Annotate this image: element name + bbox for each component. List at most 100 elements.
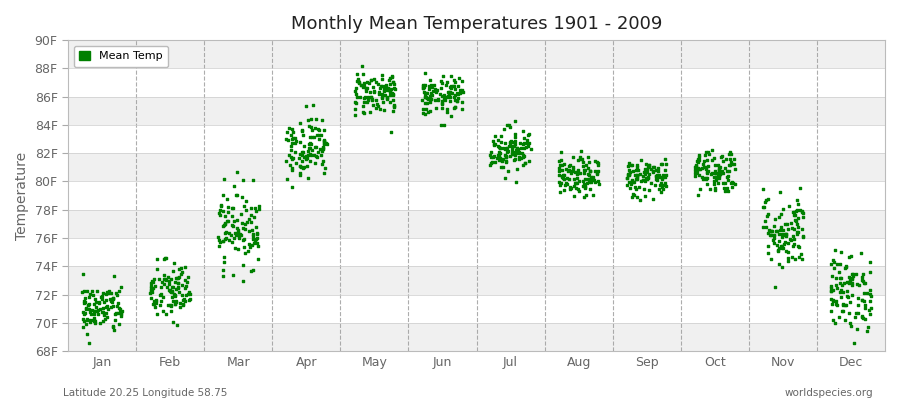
Point (707, 185, 722, 191)
Point (576, 182, 590, 189)
Point (487, 141, 501, 148)
Point (710, 162, 724, 168)
Point (78, 299, 93, 305)
Point (361, 94, 375, 100)
Point (168, 279, 183, 285)
Point (644, 166, 659, 172)
Point (507, 142, 521, 149)
Point (219, 229, 233, 235)
Point (231, 235, 246, 241)
Point (230, 226, 245, 233)
Point (248, 208, 263, 214)
Point (157, 272, 171, 278)
Point (417, 89, 431, 95)
Point (759, 197, 773, 204)
Point (375, 72, 390, 78)
Point (216, 267, 230, 274)
Point (147, 298, 161, 305)
Point (317, 137, 331, 143)
Point (708, 170, 723, 176)
Point (424, 82, 438, 88)
Point (109, 289, 123, 296)
Point (503, 139, 517, 145)
Point (435, 93, 449, 99)
Point (292, 170, 307, 176)
Point (704, 170, 718, 177)
Point (235, 220, 249, 226)
Point (85, 307, 99, 314)
Point (422, 86, 436, 93)
Point (591, 181, 606, 188)
Point (228, 244, 242, 251)
Point (438, 82, 453, 88)
Point (492, 153, 507, 159)
Point (96, 309, 111, 316)
Point (144, 286, 158, 292)
Point (451, 95, 465, 101)
Point (512, 149, 526, 156)
Point (177, 298, 192, 304)
Point (760, 211, 775, 218)
Point (554, 162, 569, 168)
Point (712, 172, 726, 178)
Point (500, 145, 515, 152)
Point (581, 176, 596, 182)
Point (834, 294, 849, 300)
Point (490, 155, 504, 161)
Point (654, 174, 669, 180)
Point (698, 165, 713, 172)
Point (89, 298, 104, 305)
Point (552, 168, 566, 174)
Point (491, 152, 506, 158)
Point (569, 180, 583, 186)
Point (726, 179, 741, 186)
Point (308, 144, 322, 150)
Point (373, 106, 387, 112)
Point (775, 243, 789, 249)
Point (517, 135, 531, 141)
Point (488, 133, 502, 140)
Point (763, 227, 778, 234)
Point (590, 159, 605, 165)
Point (285, 136, 300, 142)
Point (99, 310, 113, 316)
Point (842, 279, 857, 286)
Point (112, 306, 127, 312)
Point (217, 222, 231, 228)
Point (788, 217, 802, 223)
Point (570, 171, 584, 178)
Point (228, 230, 242, 236)
Point (447, 86, 462, 93)
Point (380, 95, 394, 101)
Point (642, 187, 656, 194)
Point (720, 174, 734, 180)
Point (320, 141, 334, 148)
Point (651, 174, 665, 180)
Point (791, 224, 806, 230)
Point (351, 76, 365, 82)
Point (420, 95, 435, 102)
Point (218, 221, 232, 228)
Point (712, 173, 726, 180)
Text: worldspecies.org: worldspecies.org (785, 388, 873, 398)
Point (781, 249, 796, 255)
Point (571, 167, 585, 173)
Point (164, 301, 178, 308)
Point (218, 230, 232, 236)
Point (146, 285, 160, 291)
Point (422, 108, 436, 114)
Point (501, 148, 516, 154)
Point (577, 167, 591, 173)
Point (300, 103, 314, 110)
Point (418, 90, 433, 96)
Point (297, 154, 311, 161)
Point (521, 143, 535, 150)
Point (233, 210, 248, 217)
Point (293, 164, 308, 170)
Point (375, 95, 390, 102)
Point (382, 89, 397, 95)
Point (636, 169, 651, 176)
Point (169, 286, 184, 293)
Point (347, 112, 362, 119)
Point (845, 275, 859, 282)
